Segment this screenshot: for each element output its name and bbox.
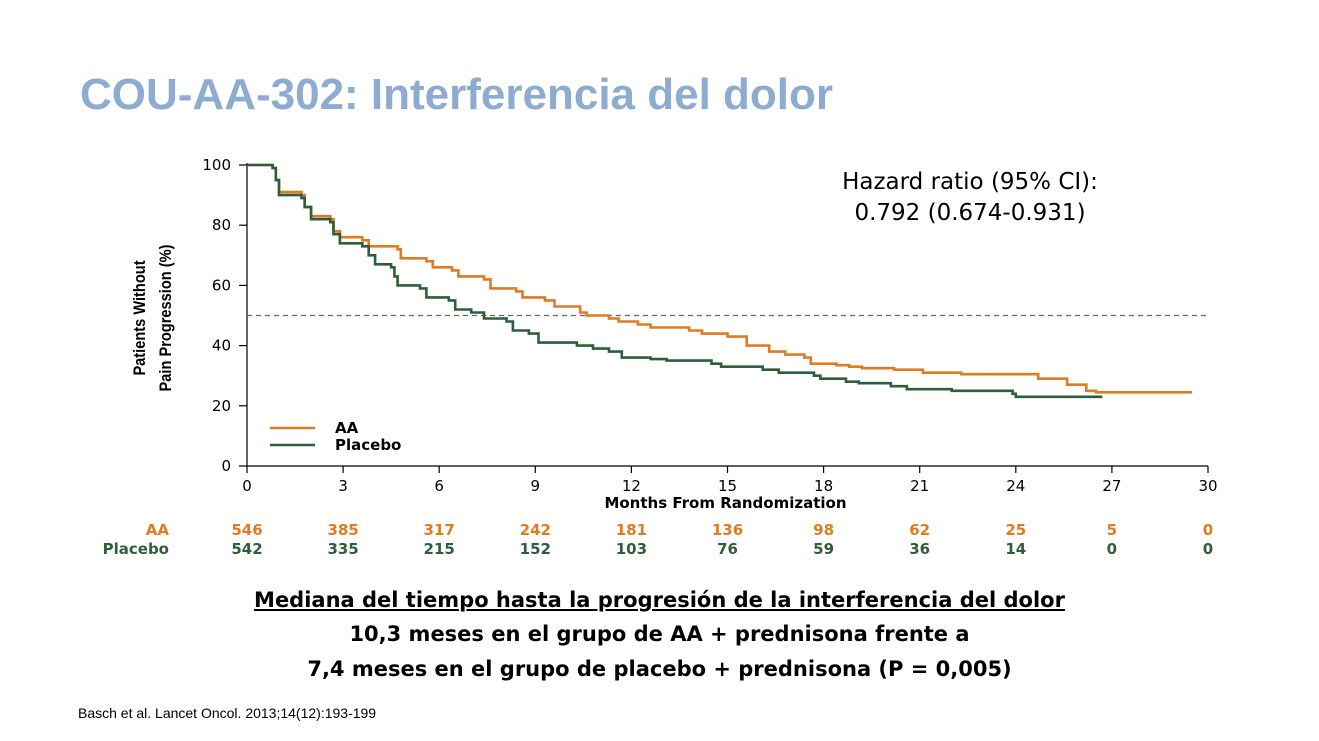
risk-table-cell: 59 <box>813 540 834 558</box>
risk-table-cell: 542 <box>231 540 262 558</box>
x-tick-label: 15 <box>718 477 737 495</box>
caption-aa-median: 10,3 meses en el grupo de AA + prednison… <box>349 622 970 646</box>
risk-table-cell: 215 <box>424 540 455 558</box>
page-title: COU-AA-302: Interferencia del dolor <box>80 70 834 119</box>
x-tick-label: 6 <box>434 477 444 495</box>
hazard-ratio-value: 0.792 (0.674-0.931) <box>854 200 1085 226</box>
x-tick-label: 3 <box>338 477 348 495</box>
risk-table-cell: 317 <box>424 521 455 539</box>
legend-label-aa: AA <box>335 419 359 437</box>
risk-table-cell: 181 <box>616 521 647 539</box>
y-tick-label: 80 <box>212 216 231 234</box>
risk-table-cell: 152 <box>520 540 551 558</box>
risk-table-cell: 385 <box>327 521 358 539</box>
y-tick-label: 60 <box>212 276 231 294</box>
risk-table-cell: 546 <box>231 521 262 539</box>
risk-table-cell: 103 <box>616 540 647 558</box>
x-tick-label: 9 <box>531 477 541 495</box>
x-tick-label: 18 <box>814 477 833 495</box>
hazard-ratio-label: Hazard ratio (95% CI): <box>842 169 1098 195</box>
risk-table-cell: 335 <box>327 540 358 558</box>
risk-table-cell: 5 <box>1107 521 1117 539</box>
caption-median-heading: Mediana del tiempo hasta la progresión d… <box>254 588 1065 612</box>
y-tick-label: 0 <box>221 457 231 475</box>
x-tick-label: 30 <box>1198 477 1217 495</box>
risk-table-cell: 36 <box>909 540 930 558</box>
legend-label-placebo: Placebo <box>335 436 401 454</box>
risk-table-cell: 0 <box>1203 540 1213 558</box>
risk-table-row-label-aa: AA <box>146 521 170 539</box>
x-tick-label: 24 <box>1006 477 1025 495</box>
risk-table-cell: 242 <box>520 521 551 539</box>
risk-table-cell: 98 <box>813 521 834 539</box>
x-tick-label: 12 <box>622 477 641 495</box>
risk-table-cell: 76 <box>717 540 738 558</box>
risk-table-cell: 0 <box>1203 521 1213 539</box>
risk-table-row-label-placebo: Placebo <box>103 540 169 558</box>
y-axis-label-line1: Patients Without <box>131 260 149 376</box>
risk-table-cell: 136 <box>712 521 743 539</box>
y-tick-label: 20 <box>212 397 231 415</box>
risk-table-cell: 62 <box>909 521 930 539</box>
risk-table-cell: 14 <box>1005 540 1026 558</box>
x-tick-label: 0 <box>242 477 252 495</box>
y-axis-label-line2: Pain Progression (%) <box>157 245 175 392</box>
y-tick-label: 100 <box>202 156 231 174</box>
x-tick-label: 21 <box>910 477 929 495</box>
series-line-placebo <box>247 163 1103 399</box>
y-tick-label: 40 <box>212 337 231 355</box>
risk-table-cell: 0 <box>1107 540 1117 558</box>
citation: Basch et al. Lancet Oncol. 2013;14(12):1… <box>78 705 377 721</box>
x-axis-label: Months From Randomization <box>604 494 846 512</box>
risk-table-cell: 25 <box>1005 521 1026 539</box>
caption-placebo-median: 7,4 meses en el grupo de placebo + predn… <box>307 657 1012 681</box>
x-tick-label: 27 <box>1102 477 1121 495</box>
